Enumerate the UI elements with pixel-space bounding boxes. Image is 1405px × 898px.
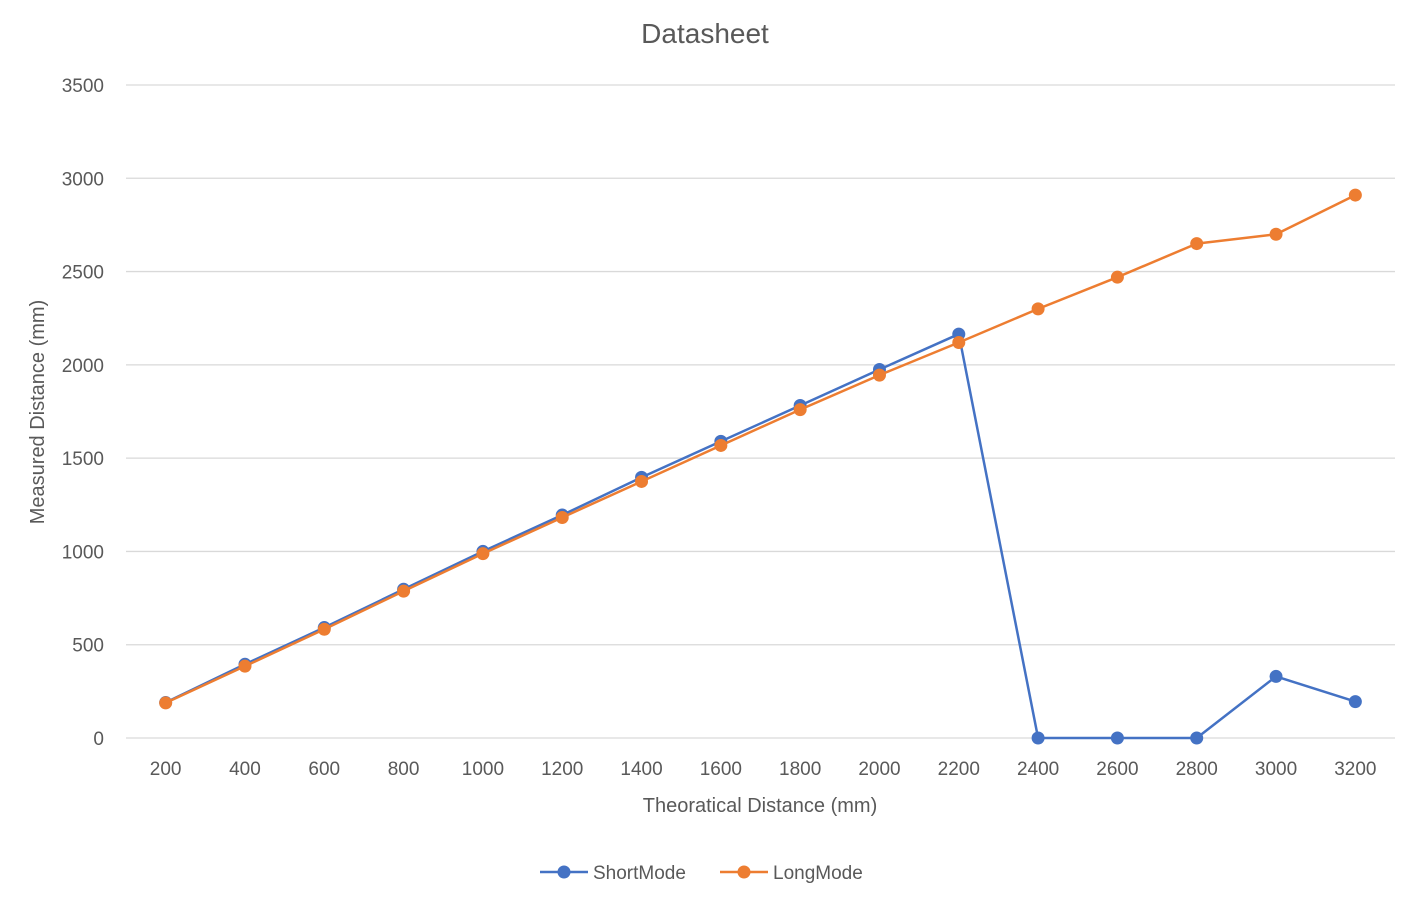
x-tick-label: 2200: [938, 759, 980, 780]
legend-swatch-marker: [737, 865, 751, 879]
data-point: [159, 696, 173, 710]
series-layer: [159, 188, 1362, 745]
gridlines: [126, 84, 1395, 739]
data-point: [317, 622, 331, 636]
x-tick-label: 400: [229, 759, 261, 780]
x-tick-label: 1600: [700, 759, 742, 780]
x-tick-label: 2600: [1096, 759, 1138, 780]
data-point: [476, 547, 490, 561]
y-axis-ticks: 0 500 1000 1500 2000 2500 3000 3500: [62, 76, 104, 750]
data-point: [714, 438, 728, 452]
x-tick-label: 200: [150, 759, 182, 780]
data-point: [1190, 731, 1204, 745]
data-point: [872, 368, 886, 382]
data-point: [1348, 188, 1362, 202]
x-axis-title: Theoratical Distance (mm): [643, 795, 878, 817]
series-line: [165, 193, 1356, 705]
legend-item-shortmode: ShortMode: [540, 863, 686, 884]
y-axis-title: Measured Distance (mm): [27, 300, 49, 525]
data-point: [793, 403, 807, 417]
series-shortmode: [159, 327, 1362, 745]
y-tick-label: 0: [93, 729, 104, 750]
legend: ShortMode LongMode: [540, 863, 863, 884]
data-point: [555, 510, 569, 524]
y-tick-label: 3500: [62, 76, 104, 97]
x-axis-ticks: 200 400 600 800 1000 1200 1400 1600 1800 2000 2200…: [150, 759, 1377, 780]
x-tick-label: 800: [388, 759, 420, 780]
data-point: [1031, 731, 1045, 745]
series-line: [165, 332, 1356, 740]
data-point: [397, 584, 411, 598]
data-point: [1269, 227, 1283, 241]
x-tick-label: 2000: [858, 759, 900, 780]
data-point: [238, 659, 252, 673]
legend-label: ShortMode: [593, 863, 686, 884]
series-longmode: [159, 188, 1362, 710]
chart-title: Datasheet: [641, 18, 769, 49]
data-point: [1269, 669, 1283, 683]
x-tick-label: 2800: [1176, 759, 1218, 780]
data-point: [1190, 237, 1204, 251]
y-tick-label: 1500: [62, 449, 104, 470]
legend-label: LongMode: [773, 863, 863, 884]
legend-item-longmode: LongMode: [720, 863, 863, 884]
y-tick-label: 2000: [62, 356, 104, 377]
x-tick-label: 3000: [1255, 759, 1297, 780]
x-tick-label: 1800: [779, 759, 821, 780]
x-tick-label: 3200: [1334, 759, 1376, 780]
legend-swatch-marker: [557, 865, 571, 879]
x-tick-label: 600: [308, 759, 340, 780]
data-point: [1110, 731, 1124, 745]
x-tick-label: 1400: [620, 759, 662, 780]
data-point: [952, 335, 966, 349]
y-tick-label: 1000: [62, 542, 104, 563]
y-tick-label: 3000: [62, 169, 104, 190]
data-point: [1348, 695, 1362, 709]
x-tick-label: 2400: [1017, 759, 1059, 780]
x-tick-label: 1200: [541, 759, 583, 780]
y-tick-label: 2500: [62, 263, 104, 284]
y-tick-label: 500: [72, 636, 104, 657]
data-point: [1031, 302, 1045, 316]
x-tick-label: 1000: [462, 759, 504, 780]
data-point: [635, 474, 649, 488]
data-point: [1110, 270, 1124, 284]
